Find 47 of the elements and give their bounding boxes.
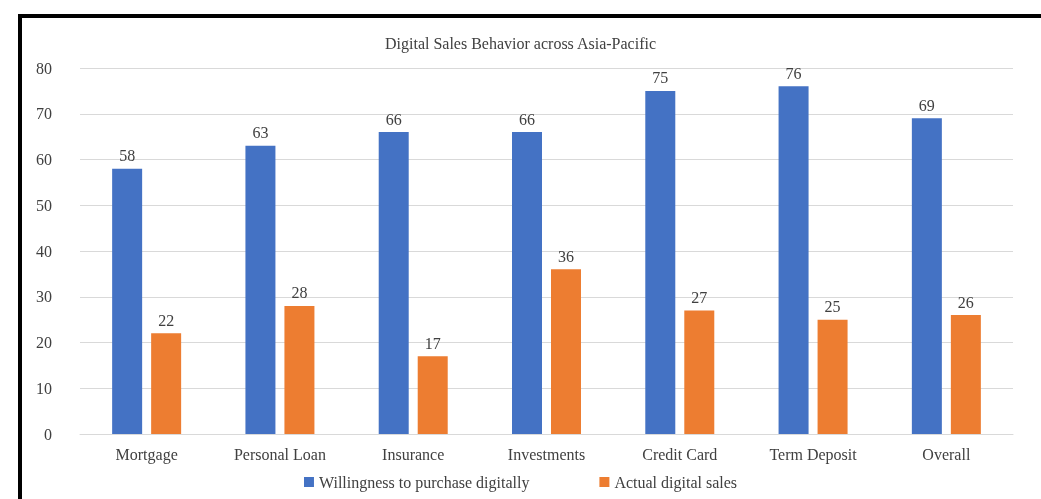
x-tick-label: Insurance [382,445,445,463]
bar [512,132,542,434]
data-label: 28 [291,284,308,302]
legend-label: Willingness to purchase digitally [318,473,530,492]
y-tick-label: 70 [36,105,52,123]
x-tick-label: Term Deposit [769,445,858,464]
data-label: 17 [424,334,441,352]
bar [551,269,581,434]
data-label: 27 [691,288,708,306]
data-label: 66 [385,110,402,128]
bar [245,145,276,434]
y-tick-label: 50 [36,196,52,214]
y-tick-label: 0 [44,425,52,443]
data-label: 58 [119,147,136,165]
bar [911,118,942,434]
bar [112,168,143,434]
x-tick-label: Credit Card [642,445,718,463]
data-label: 26 [957,293,974,311]
y-tick-label: 60 [36,151,52,168]
bar [817,319,848,434]
data-label: 63 [252,124,269,142]
y-tick-label: 30 [36,288,52,306]
x-tick-label: Investments [507,445,586,463]
legend-label: Actual digital sales [614,473,738,492]
data-label: 25 [824,298,841,316]
bar [645,90,676,434]
bar [778,86,809,434]
x-tick-label: Mortgage [115,445,178,464]
x-tick-label: Overall [922,445,971,463]
data-label: 36 [558,247,574,265]
bar [417,356,448,434]
bar [684,310,715,434]
bar [284,305,315,434]
y-tick-label: 10 [36,379,52,397]
bar [151,333,182,434]
x-tick-label: Personal Loan [233,445,326,463]
data-label: 69 [918,96,935,114]
data-label: 66 [519,110,535,128]
y-tick-label: 80 [36,59,52,77]
y-tick-label: 20 [36,334,52,351]
data-label: 76 [785,64,802,82]
chart-title: Digital Sales Behavior across Asia-Pacific [384,34,657,53]
data-label: 75 [652,69,669,87]
bar [378,132,409,434]
data-label: 22 [158,311,175,329]
y-tick-label: 40 [36,242,52,260]
bar [950,315,981,434]
